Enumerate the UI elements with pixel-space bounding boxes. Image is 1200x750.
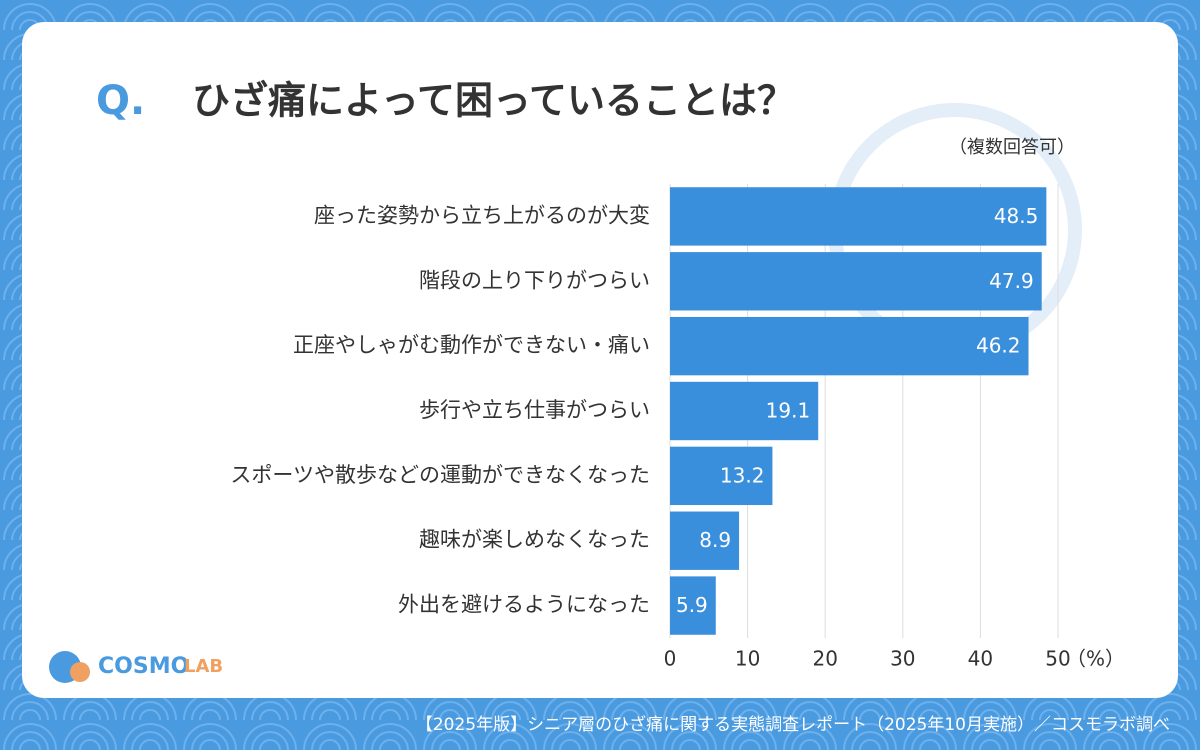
- x-tick-label: 10: [735, 647, 760, 671]
- value-label: 48.5: [994, 204, 1039, 228]
- bar: [670, 511, 740, 570]
- y-tick-label: 歩行や立ち仕事がつらい: [419, 398, 650, 422]
- x-tick-label: 50: [1045, 647, 1070, 671]
- logo-icon: [70, 662, 90, 682]
- bar: [670, 316, 1029, 376]
- bar: [670, 446, 773, 506]
- bar: [670, 252, 1042, 311]
- y-tick-label: 外出を避けるようになった: [398, 593, 650, 617]
- y-tick-label: 正座やしゃがむ動作ができない・痛い: [293, 333, 650, 357]
- y-tick-label: 階段の上り下りがつらい: [419, 268, 650, 292]
- value-label: 46.2: [976, 334, 1021, 358]
- value-label: 19.1: [766, 399, 811, 423]
- y-tick-label: スポーツや散歩などの運動ができなくなった: [230, 463, 650, 487]
- x-axis-unit: （%）: [1066, 647, 1125, 671]
- chart-title: ひざ痛によって困っていることは？: [192, 79, 795, 123]
- value-label: 13.2: [720, 463, 765, 487]
- value-label: 5.9: [676, 593, 708, 617]
- value-label: 47.9: [989, 269, 1034, 293]
- bar: [670, 381, 819, 441]
- question-mark: Q.: [96, 78, 145, 124]
- source: 【2025年版】シニア層のひざ痛に関する実態調査レポート（2025年10月実施）…: [416, 714, 1170, 735]
- bar: [670, 576, 716, 635]
- x-tick-label: 40: [968, 647, 993, 671]
- value-label: 8.9: [699, 528, 731, 552]
- y-tick-label: 座った姿勢から立ち上がるのが大変: [314, 203, 650, 227]
- logo-text: COSMO: [98, 654, 189, 679]
- x-tick-label: 30: [890, 647, 915, 671]
- x-tick-label: 0: [664, 647, 677, 671]
- y-tick-label: 趣味が楽しめなくなった: [419, 528, 650, 552]
- x-tick-label: 20: [812, 647, 837, 671]
- subtitle: （複数回答可）: [949, 137, 1075, 158]
- bar: [670, 187, 1047, 246]
- logo-text: LAB: [184, 656, 223, 677]
